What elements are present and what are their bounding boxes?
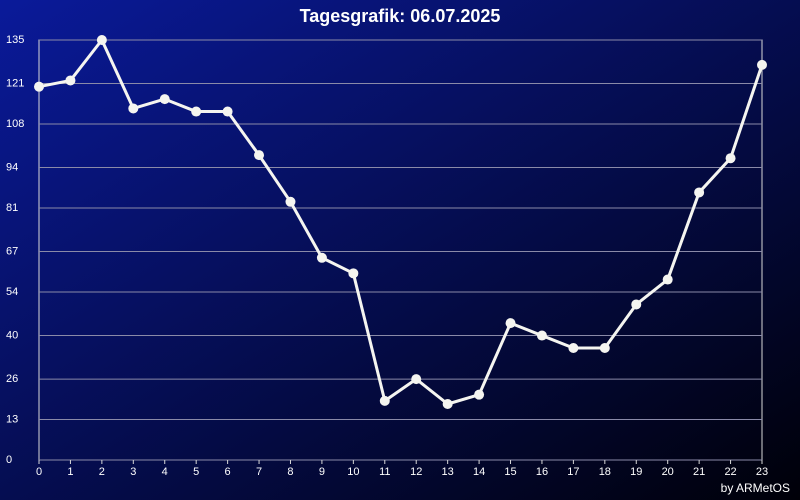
data-point: [96, 35, 107, 45]
data-point: [348, 268, 359, 279]
y-tick-label: 0: [6, 454, 12, 466]
x-tick-label: 22: [724, 466, 736, 478]
data-point: [191, 106, 202, 117]
y-tick-label: 135: [6, 34, 24, 46]
footer: by ARMetOS: [721, 481, 790, 495]
data-point: [316, 252, 327, 263]
data-point: [159, 94, 170, 105]
data-line: [38, 38, 764, 406]
y-tick-label: 81: [6, 202, 18, 214]
y-tick-label: 108: [6, 118, 24, 130]
x-tick-label: 19: [630, 466, 642, 478]
x-tick-label: 2: [99, 466, 105, 478]
data-point: [222, 106, 233, 117]
data-point: [254, 150, 265, 161]
x-tick-label: 4: [162, 466, 168, 478]
x-tick-label: 10: [347, 466, 359, 478]
x-tick-label: 18: [599, 466, 611, 478]
x-tick-label: 16: [536, 466, 548, 478]
data-point: [568, 343, 579, 353]
data-point: [411, 374, 422, 385]
x-tick-label: 5: [193, 466, 199, 478]
y-tick-label: 54: [6, 286, 18, 298]
data-point: [34, 81, 44, 92]
data-point: [599, 343, 610, 353]
y-tick-label: 40: [6, 329, 18, 341]
x-tick-label: 14: [473, 466, 485, 478]
data-point: [725, 153, 736, 164]
data-point: [662, 274, 673, 285]
data-point: [128, 103, 139, 114]
data-point: [631, 299, 642, 310]
data-point: [285, 196, 296, 207]
x-tick-label: 20: [662, 466, 674, 478]
x-tick-label: 7: [256, 466, 262, 478]
x-tick-label: 23: [756, 466, 768, 478]
data-point: [379, 395, 390, 406]
data-point: [757, 59, 767, 70]
x-tick-label: 0: [36, 466, 42, 478]
x-tick-label: 6: [225, 466, 231, 478]
data-point: [505, 318, 516, 329]
x-tick-label: 3: [130, 466, 136, 478]
x-tick-label: 1: [67, 466, 73, 478]
x-tick-label: 8: [287, 466, 293, 478]
data-point: [536, 330, 547, 341]
data-point: [694, 187, 705, 198]
y-tick-label: 121: [6, 77, 24, 89]
x-tick-label: 12: [410, 466, 422, 478]
data-point: [65, 75, 76, 86]
data-point: [474, 389, 485, 400]
x-tick-label: 11: [379, 466, 390, 478]
y-tick-label: 13: [6, 413, 18, 425]
x-tick-label: 13: [442, 466, 454, 478]
y-tick-label: 67: [6, 245, 18, 257]
x-tick-label: 9: [319, 466, 325, 478]
y-tick-label: 94: [6, 161, 18, 173]
x-tick-label: 21: [693, 466, 705, 478]
chart-title: Tagesgrafik: 06.07.2025: [300, 6, 501, 26]
x-tick-label: 15: [504, 466, 516, 478]
x-tick-label: 17: [567, 466, 579, 478]
y-tick-label: 26: [6, 373, 18, 385]
data-point: [442, 399, 453, 409]
